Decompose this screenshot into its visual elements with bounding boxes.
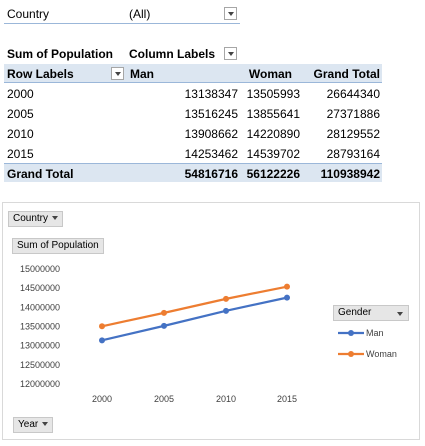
y-axis-tick-label: 15000000 (20, 264, 60, 274)
chart-year-axis-label: Year (18, 419, 39, 430)
legend-label-woman: Woman (366, 349, 397, 359)
chart-value-field-button[interactable]: Sum of Population (12, 238, 104, 254)
legend-gender-button[interactable]: Gender (333, 305, 409, 321)
grand-total-label: Grand Total (7, 167, 74, 181)
filter-value: (All) (129, 7, 151, 21)
x-axis-tick-label: 2000 (92, 394, 112, 404)
grand-total-band (4, 163, 382, 182)
chevron-down-icon (42, 422, 49, 427)
pivot-chart[interactable] (2, 202, 420, 440)
legend-marker-man (348, 330, 354, 336)
data-point-woman (284, 283, 290, 290)
pivot-column-labels: Column Labels (129, 47, 216, 61)
table-cell: 14220890 (246, 127, 300, 141)
data-point-man (99, 337, 105, 344)
pivot-row-labels: Row Labels (7, 67, 74, 81)
table-cell: 13516245 (184, 107, 238, 121)
pivot-header-band (4, 64, 382, 82)
column-header-grand-total: Grand Total (313, 67, 380, 81)
y-axis-tick-label: 12500000 (20, 360, 60, 370)
data-point-woman (99, 323, 105, 330)
legend-gender-label: Gender (338, 307, 372, 318)
y-axis-tick-label: 14500000 (20, 283, 60, 293)
chart-value-field-label: Sum of Population (17, 240, 99, 251)
y-axis-tick-label: 13000000 (20, 341, 60, 351)
table-cell: 14539702 (246, 147, 300, 161)
filter-underline (4, 23, 240, 24)
series-line-woman (101, 285, 288, 328)
grand-total-woman: 56122226 (246, 167, 300, 181)
grand-total-man: 54816716 (184, 167, 238, 181)
row-labels-dropdown-button[interactable] (111, 67, 124, 80)
data-point-man (223, 307, 229, 314)
column-labels-dropdown-button[interactable] (224, 47, 237, 60)
column-header-man: Man (130, 67, 154, 81)
table-cell: 26644340 (326, 87, 380, 101)
grand-total-all: 110938942 (320, 167, 380, 181)
table-cell: 27371886 (326, 107, 380, 121)
column-header-woman: Woman (248, 67, 292, 81)
row-label: 2000 (7, 87, 34, 101)
table-cell: 13855641 (246, 107, 300, 121)
table-cell: 13505993 (246, 87, 300, 101)
row-label: 2010 (7, 127, 34, 141)
data-point-woman (223, 295, 229, 302)
series-line-man (101, 296, 288, 342)
chart-year-axis-button[interactable]: Year (13, 417, 54, 433)
chevron-down-icon (397, 312, 403, 316)
row-label: 2015 (7, 147, 34, 161)
legend-marker-woman (348, 351, 354, 357)
filter-dropdown-button[interactable] (224, 7, 237, 20)
chart-country-filter-button[interactable]: Country (8, 211, 64, 227)
pivot-sum-label: Sum of Population (7, 47, 113, 61)
chevron-down-icon (52, 216, 59, 221)
legend-label-man: Man (366, 328, 384, 338)
data-point-man (284, 294, 290, 301)
table-cell: 14253462 (184, 147, 238, 161)
y-axis-tick-label: 14000000 (20, 302, 60, 312)
data-point-man (161, 322, 167, 329)
table-cell: 28129552 (326, 127, 380, 141)
data-point-woman (161, 309, 167, 316)
table-cell: 13138347 (184, 87, 238, 101)
row-label: 2005 (7, 107, 34, 121)
pivot-header-divider (4, 82, 382, 83)
y-axis-tick-label: 12000000 (20, 379, 60, 389)
x-axis-tick-label: 2005 (154, 394, 174, 404)
y-axis-tick-label: 13500000 (20, 322, 60, 332)
x-axis-tick-label: 2015 (277, 394, 297, 404)
filter-label: Country (7, 7, 50, 21)
table-cell: 13908662 (184, 127, 238, 141)
x-axis-tick-label: 2010 (216, 394, 236, 404)
chart-country-filter-label: Country (13, 213, 49, 224)
table-cell: 28793164 (326, 147, 380, 161)
